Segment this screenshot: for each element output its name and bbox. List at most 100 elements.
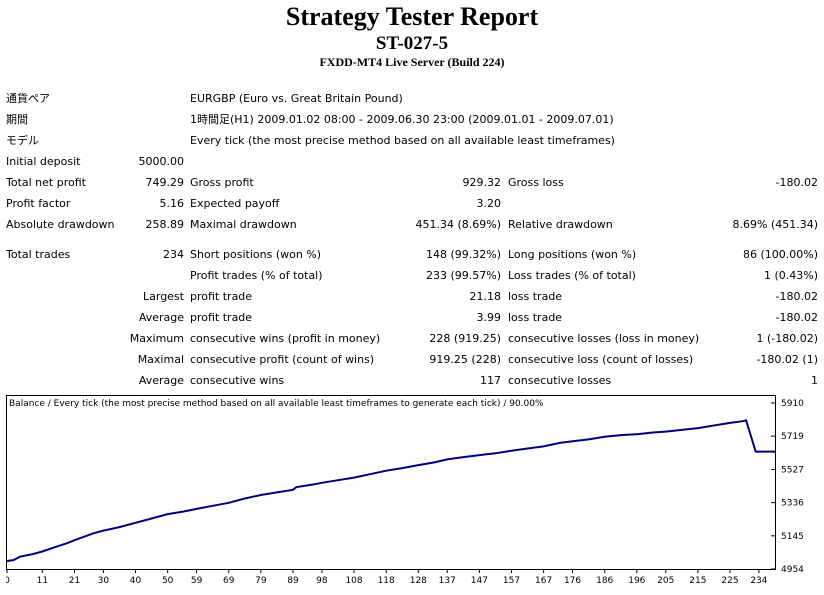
server-name: FXDD-MT4 Live Server (Build 224) [319, 55, 505, 69]
symbol-label: 通貨ペア [6, 92, 50, 105]
max-wins-label: consecutive wins (profit in money) [190, 332, 381, 345]
x-tick-label: 186 [596, 576, 613, 586]
average-profit-label: profit trade [190, 311, 253, 324]
avg-wins-label: consecutive wins [190, 374, 285, 387]
average-loss-value: -180.02 [775, 311, 818, 324]
symbol-value: EURGBP (Euro vs. Great Britain Pound) [190, 92, 403, 105]
largest-loss-value: -180.02 [775, 290, 818, 303]
balance-chart: Balance / Every tick (the most precise m… [4, 395, 818, 586]
chart-title: Balance / Every tick (the most precise m… [9, 399, 544, 409]
y-tick-label: 5336 [781, 499, 804, 509]
total-trades-label: Total trades [6, 248, 71, 261]
profit-trades-label: Profit trades (% of total) [190, 269, 323, 282]
y-tick-label: 5719 [781, 432, 804, 442]
avg-losses-label: consecutive losses [508, 374, 612, 387]
period-label: 期間 [6, 113, 28, 126]
short-positions-label: Short positions (won %) [190, 248, 322, 261]
max-losses-label: consecutive losses (loss in money) [508, 332, 700, 345]
maximal-loss-label: consecutive loss (count of losses) [508, 353, 694, 366]
period-value: 1時間足(H1) 2009.01.02 08:00 - 2009.06.30 2… [190, 113, 614, 126]
report-subtitle: ST-027-5 [375, 33, 449, 54]
gross-profit-label: Gross profit [190, 176, 254, 189]
maximal-label: Maximal [137, 353, 184, 366]
x-tick-label: 157 [503, 576, 520, 586]
average-profit-value: 3.99 [476, 311, 502, 324]
initial-deposit-value: 5000.00 [138, 155, 185, 168]
y-axis: 5910 5719 5527 5336 5145 4954 [771, 399, 804, 575]
avg-losses-value: 1 [811, 374, 818, 387]
total-trades-value: 234 [163, 248, 184, 261]
report-title: Strategy Tester Report [285, 2, 539, 31]
x-tick-label: 11 [37, 576, 48, 586]
average-loss-label: loss trade [508, 311, 563, 324]
x-tick-label: 59 [191, 576, 203, 586]
balance-line [6, 419, 775, 562]
profit-factor-label: Profit factor [6, 197, 71, 210]
balance-chart-svg: Balance / Every tick (the most precise m… [4, 395, 804, 586]
expected-payoff-value: 3.20 [476, 197, 502, 210]
x-tick-label: 176 [564, 576, 581, 586]
x-tick-label: 89 [287, 576, 299, 586]
x-axis: 0 11 21 30 40 50 59 69 79 89 98 108 118 128 137 147 157 1… [4, 569, 768, 586]
x-tick-label: 225 [721, 576, 738, 586]
plot-area [6, 395, 776, 570]
x-tick-label: 137 [439, 576, 456, 586]
largest-profit-value: 21.18 [469, 290, 502, 303]
model-value: Every tick (the most precise method base… [190, 134, 615, 147]
gross-loss-label: Gross loss [508, 176, 564, 189]
loss-trades-label: Loss trades (% of total) [508, 269, 636, 282]
x-tick-label: 30 [98, 576, 110, 586]
average-consec-label: Average [138, 374, 184, 387]
x-tick-label: 215 [689, 576, 706, 586]
net-profit-label: Total net profit [6, 176, 86, 189]
y-tick-label: 5527 [781, 465, 804, 475]
net-profit-value: 749.29 [145, 176, 185, 189]
x-tick-label: 21 [69, 576, 80, 586]
y-tick-label: 4954 [781, 565, 804, 575]
y-tick-label: 5910 [781, 399, 804, 409]
x-tick-label: 234 [750, 576, 767, 586]
max-losses-value: 1 (-180.02) [756, 332, 818, 345]
x-tick-label: 98 [316, 576, 328, 586]
short-positions-value: 148 (99.32%) [425, 248, 501, 261]
largest-profit-label: profit trade [190, 290, 253, 303]
max-drawdown-label: Maximal drawdown [190, 218, 297, 231]
largest-label: Largest [143, 290, 184, 303]
x-tick-label: 79 [255, 576, 267, 586]
initial-deposit-label: Initial deposit [6, 155, 81, 168]
x-tick-label: 0 [6, 576, 10, 586]
x-tick-label: 50 [162, 576, 174, 586]
abs-drawdown-value: 258.89 [145, 218, 185, 231]
expected-payoff-label: Expected payoff [190, 197, 280, 210]
model-label: モデル [6, 134, 39, 147]
maximal-profit-value: 919.25 (228) [429, 353, 501, 366]
max-drawdown-value: 451.34 (8.69%) [415, 218, 501, 231]
x-tick-label: 147 [471, 576, 488, 586]
avg-wins-value: 117 [480, 374, 501, 387]
x-tick-label: 118 [378, 576, 395, 586]
maximum-label: Maximum [129, 332, 184, 345]
profit-trades-value: 233 (99.57%) [425, 269, 501, 282]
x-tick-label: 196 [628, 576, 645, 586]
maximal-profit-label: consecutive profit (count of wins) [190, 353, 375, 366]
abs-drawdown-label: Absolute drawdown [6, 218, 115, 231]
average-label: Average [138, 311, 184, 324]
long-positions-value: 86 (100.00%) [742, 248, 818, 261]
loss-trades-value: 1 (0.43%) [763, 269, 818, 282]
x-tick-label: 128 [410, 576, 427, 586]
long-positions-label: Long positions (won %) [508, 248, 637, 261]
rel-drawdown-value: 8.69% (451.34) [732, 218, 818, 231]
x-tick-label: 40 [130, 576, 142, 586]
y-tick-label: 5145 [781, 532, 804, 542]
x-tick-label: 205 [657, 576, 674, 586]
maximal-loss-value: -180.02 (1) [756, 353, 818, 366]
max-wins-value: 228 (919.25) [429, 332, 501, 345]
x-tick-label: 69 [223, 576, 235, 586]
x-tick-label: 167 [535, 576, 552, 586]
rel-drawdown-label: Relative drawdown [508, 218, 613, 231]
gross-profit-value: 929.32 [462, 176, 502, 189]
profit-factor-value: 5.16 [159, 197, 185, 210]
x-tick-label: 108 [345, 576, 362, 586]
gross-loss-value: -180.02 [775, 176, 818, 189]
largest-loss-label: loss trade [508, 290, 563, 303]
